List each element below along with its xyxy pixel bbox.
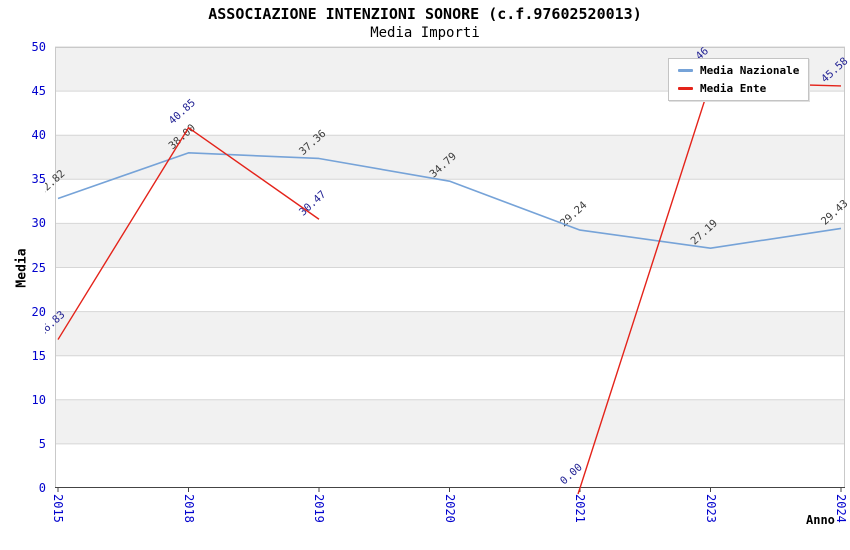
legend-item-media-ente: Media Ente	[678, 83, 799, 94]
x-tick-label: 2023	[703, 494, 718, 523]
x-axis-title: Anno	[806, 513, 835, 527]
chart-title: ASSOCIAZIONE INTENZIONI SONORE (c.f.9760…	[208, 5, 642, 23]
x-tick-label: 2015	[51, 494, 65, 523]
legend-swatch-icon	[678, 69, 693, 72]
plot-band	[55, 179, 845, 224]
y-tick-label: 10	[31, 392, 46, 407]
plot-band	[55, 355, 845, 400]
plot-band	[55, 135, 845, 180]
plot-band	[55, 311, 845, 356]
plot-band	[55, 223, 845, 268]
plot-band	[55, 443, 845, 488]
legend-item-media-nazionale: Media Nazionale	[678, 65, 799, 76]
plot-area: 32.82 38.00 37.36 34.79 29.24 27.19 29.43 16.83…	[45, 46, 850, 495]
y-tick-label: 40	[31, 128, 46, 143]
y-tick-label: 5	[38, 436, 46, 451]
chart-subtitle: Media Importi	[370, 25, 480, 41]
y-tick-label: 0	[38, 481, 46, 495]
x-tick-label: 2024	[834, 494, 848, 523]
legend: Media Nazionale Media Ente	[668, 58, 810, 101]
plot-band	[55, 399, 845, 444]
y-tick-label: 15	[31, 348, 46, 363]
series-line-media-nazionale	[57, 152, 842, 249]
plot-band	[55, 267, 845, 312]
y-tick-label: 20	[31, 304, 46, 319]
y-tick-label: 50	[31, 40, 46, 54]
y-tick-label: 35	[31, 172, 46, 187]
x-tick-label: 2018	[181, 494, 196, 523]
series-line-media-ente	[57, 127, 320, 340]
legend-label: Media Ente	[700, 82, 767, 95]
legend-label: Media Nazionale	[700, 64, 800, 77]
y-tick-label: 30	[31, 216, 46, 231]
x-tick-label: 2019	[312, 494, 326, 523]
y-tick-label: 25	[31, 260, 46, 275]
x-tick-label: 2020	[442, 494, 457, 523]
x-tick-label: 2021	[573, 494, 587, 523]
legend-swatch-icon	[678, 87, 693, 90]
y-tick-label: 45	[31, 84, 46, 99]
